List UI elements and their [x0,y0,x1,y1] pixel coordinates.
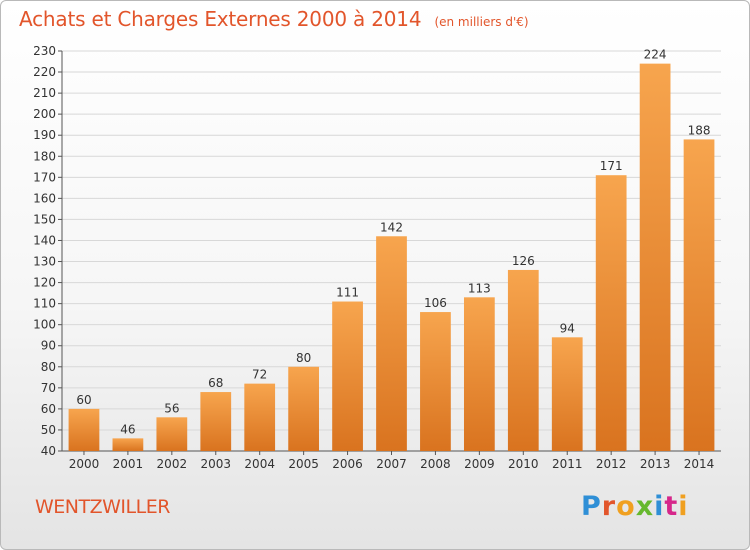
data-label-2011: 94 [560,321,575,335]
bar-2011 [551,337,583,451]
logo-letter: i [654,491,665,522]
bar-2012 [595,175,627,452]
bar-2004 [244,383,276,451]
logo-letter: i [678,491,689,522]
y-tick-label: 190 [33,128,56,142]
chart-unit: (en milliers d'€) [434,15,529,29]
bar-2002 [156,417,188,451]
x-tick-label-2011: 2011 [552,457,583,471]
bar-2009 [463,297,495,451]
bar-2007 [376,236,407,451]
x-tick-label-2007: 2007 [376,457,407,471]
title-row: Achats et Charges Externes 2000 à 2014 (… [19,7,529,31]
data-label-2002: 56 [164,401,179,415]
bar-2008 [420,312,451,451]
y-tick-label: 200 [33,107,56,121]
y-tick-label: 100 [33,318,56,332]
logo-letter: r [601,491,617,522]
logo-letter: x [635,491,655,522]
data-label-2008: 106 [424,296,447,310]
y-tick-label: 50 [41,423,56,437]
bar-2000 [68,408,100,451]
data-label-2010: 126 [512,254,535,268]
bar-2013 [639,63,671,451]
bar-2006 [332,301,363,451]
x-tick-label-2006: 2006 [332,457,363,471]
data-label-2014: 188 [688,123,711,137]
bar-2010 [507,269,539,451]
x-tick-label-2002: 2002 [157,457,188,471]
data-labels: 60 46 56 68 72 80 111 142 106 113 126 94 171 224 188 [76,48,710,437]
y-tick-label: 110 [33,297,56,311]
x-tick-label-2009: 2009 [464,457,495,471]
data-label-2007: 142 [380,220,403,234]
bar-2003 [200,392,232,451]
x-tick-label-2004: 2004 [244,457,275,471]
x-tick-label-2005: 2005 [288,457,319,471]
bars [68,63,715,452]
logo-letter: P [581,491,602,522]
x-tick-label-2003: 2003 [200,457,231,471]
y-tick-label: 80 [41,360,56,374]
x-tick-label-2010: 2010 [508,457,539,471]
data-label-2004: 72 [252,368,267,382]
location-label: WENTZWILLER [35,496,170,518]
y-tick-label: 60 [41,402,56,416]
y-tick-label: 130 [33,255,56,269]
proxiti-logo: Proxiti [581,491,689,522]
chart-title: Achats et Charges Externes 2000 à 2014 [19,7,422,31]
data-label-2012: 171 [600,159,623,173]
x-tick-label-2000: 2000 [69,457,100,471]
x-tick-label-2014: 2014 [684,457,715,471]
data-label-2001: 46 [120,422,135,436]
bar-2005 [288,366,320,451]
y-tick-label: 230 [33,44,56,58]
logo-letter: o [616,491,636,522]
y-tick-label: 210 [33,86,56,100]
y-tick-label: 140 [33,233,56,247]
y-tick-label: 70 [41,381,56,395]
x-tick-label-2008: 2008 [420,457,451,471]
y-tick-label: 220 [33,65,56,79]
x-tick-label-2013: 2013 [640,457,671,471]
tick-labels: 40 50 60 70 80 90 100 110 120 130 140 150 160 170 180 1… [33,44,714,471]
y-tick-label: 120 [33,276,56,290]
data-label-2009: 113 [468,281,491,295]
y-tick-label: 150 [33,212,56,226]
y-tick-label: 40 [41,444,56,458]
x-tick-label-2001: 2001 [113,457,144,471]
bar-2001 [112,438,144,451]
y-tick-label: 180 [33,149,56,163]
y-tick-label: 160 [33,191,56,205]
data-label-2003: 68 [208,376,223,390]
y-tick-label: 90 [41,339,56,353]
x-tick-label-2012: 2012 [596,457,627,471]
logo-letter: t [664,491,679,522]
y-tick-label: 170 [33,170,56,184]
data-label-2005: 80 [296,351,311,365]
data-label-2006: 111 [336,286,359,300]
data-label-2000: 60 [76,393,91,407]
bar-2014 [683,139,715,451]
data-label-2013: 224 [644,48,667,62]
